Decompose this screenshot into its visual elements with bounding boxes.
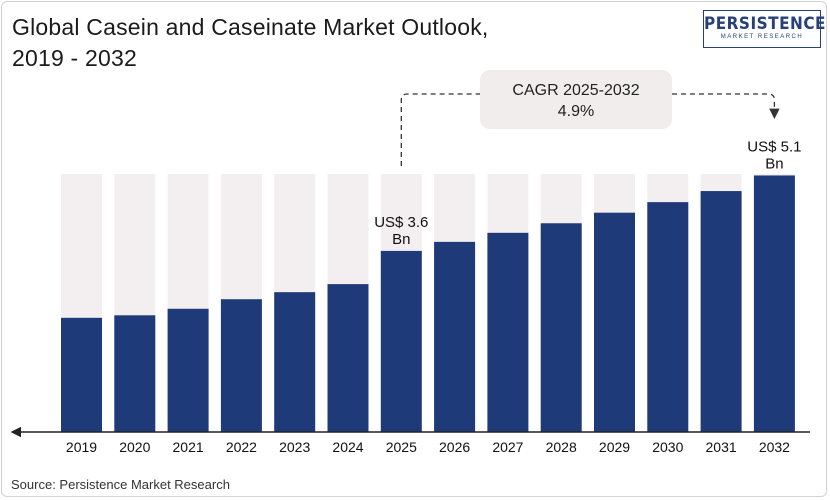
bar-2032 bbox=[753, 175, 795, 432]
bar-2028 bbox=[540, 223, 582, 432]
tick-label-2021: 2021 bbox=[173, 439, 204, 455]
chart-title: Global Casein and Caseinate Market Outlo… bbox=[12, 12, 652, 74]
tick-label-2023: 2023 bbox=[279, 439, 310, 455]
tick-label-2027: 2027 bbox=[492, 439, 523, 455]
tick-label-2029: 2029 bbox=[599, 439, 630, 455]
bar-2019 bbox=[61, 317, 102, 432]
cagr-label: CAGR 2025-2032 bbox=[512, 82, 639, 99]
value-label-2032-line2: Bn bbox=[765, 155, 783, 172]
tick-label-2022: 2022 bbox=[226, 439, 257, 455]
bar-2025 bbox=[380, 250, 422, 432]
value-label-2025-line2: Bn bbox=[392, 231, 410, 248]
tick-label-2028: 2028 bbox=[546, 439, 577, 455]
logo-name: PERSISTENCE bbox=[704, 14, 827, 34]
bar-2024 bbox=[327, 284, 369, 432]
bar-2020 bbox=[114, 315, 156, 432]
bar-2029 bbox=[594, 212, 635, 432]
cagr-annotation: CAGR 2025-2032 4.9% bbox=[400, 70, 780, 166]
value-label-2025-line1: US$ 3.6 bbox=[374, 214, 428, 231]
cagr-connector-right bbox=[672, 93, 780, 120]
bar-2026 bbox=[434, 241, 476, 432]
persistence-logo: PERSISTENCE MARKET RESEARCH bbox=[703, 10, 827, 48]
cagr-box bbox=[480, 70, 672, 129]
data-bars bbox=[61, 175, 795, 432]
tick-label-2025: 2025 bbox=[386, 439, 417, 455]
tick-label-2032: 2032 bbox=[759, 439, 790, 455]
x-axis-tick-labels: 2019 2020 2021 2022 2023 2024 2025 2026 2027 2028… bbox=[66, 439, 790, 455]
bar-2022 bbox=[220, 299, 262, 432]
chart-title-line-1: Global Casein and Caseinate Market Outlo… bbox=[12, 14, 489, 40]
source-note: Source: Persistence Market Research bbox=[11, 477, 230, 492]
tick-label-2026: 2026 bbox=[439, 439, 470, 455]
bar-2027 bbox=[487, 232, 529, 432]
chart-title-line-2: 2019 - 2032 bbox=[12, 45, 137, 71]
tick-label-2031: 2031 bbox=[706, 439, 737, 455]
value-label-2032-line1: US$ 5.1 bbox=[747, 138, 801, 155]
bar-2023 bbox=[274, 292, 316, 432]
bar-2021 bbox=[167, 308, 209, 432]
tick-label-2030: 2030 bbox=[652, 439, 683, 455]
cagr-value: 4.9% bbox=[558, 103, 594, 120]
cagr-connector-left bbox=[400, 93, 480, 166]
bar-2030 bbox=[647, 202, 689, 432]
bar-2031 bbox=[700, 191, 742, 432]
tick-label-2019: 2019 bbox=[66, 439, 97, 455]
tick-label-2020: 2020 bbox=[119, 439, 150, 455]
tick-label-2024: 2024 bbox=[332, 439, 363, 455]
logo-tagline: MARKET RESEARCH bbox=[720, 34, 804, 40]
